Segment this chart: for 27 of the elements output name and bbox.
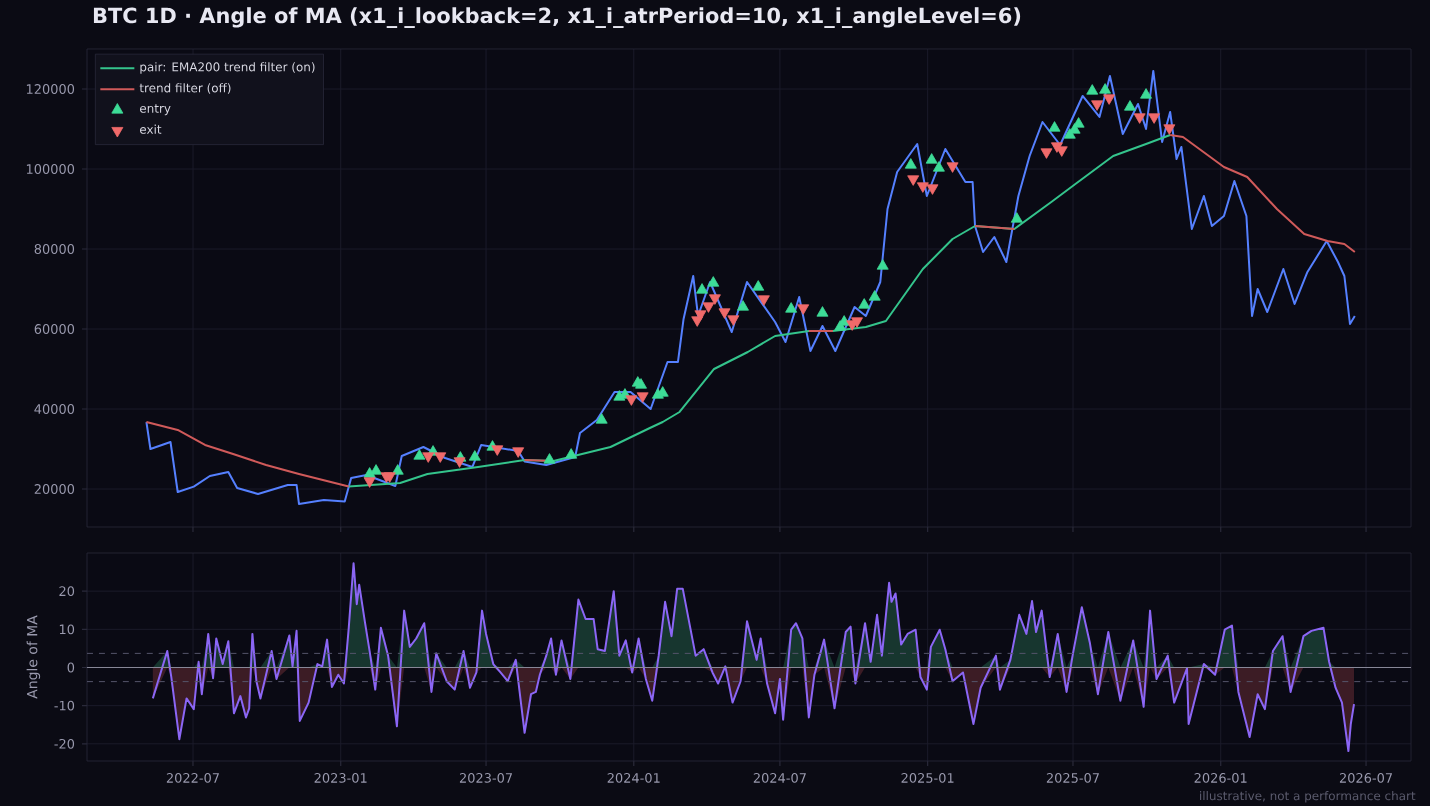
x-tick-label: 2023-07 xyxy=(459,773,512,783)
chart-title: BTC 1D · Angle of MA (x1_i_lookback=2, x1_i_atrPeriod=10, x1_i_angleLevel=6) xyxy=(93,7,1021,28)
y-axis-title: Angle of MA xyxy=(26,615,41,699)
y-tick-label: 40000 xyxy=(34,404,75,414)
y-tick-label: 60000 xyxy=(34,324,75,334)
x-tick-label: 2024-07 xyxy=(753,773,806,783)
x-tick-label: 2025-07 xyxy=(1046,773,1099,783)
legend-label: exit xyxy=(140,124,162,134)
y-tick-label: 10 xyxy=(59,624,75,635)
legend-label: trend filter (off) xyxy=(139,83,231,94)
y-tick-label: -10 xyxy=(54,700,75,711)
y-tick-label: 120000 xyxy=(26,84,75,94)
y-tick-label: 80000 xyxy=(34,244,75,254)
legend-label: entry xyxy=(140,104,171,116)
x-tick-label: 2026-07 xyxy=(1339,773,1392,783)
x-tick-label: 2025-01 xyxy=(901,773,954,783)
y-tick-label: 20000 xyxy=(34,484,75,494)
legend-label: pair: EMA200 trend filter (on) xyxy=(140,62,315,74)
text: illustrative, not a performance chart xyxy=(1200,791,1416,803)
x-tick-label: 2026-01 xyxy=(1194,773,1247,783)
y-tick-label: 20 xyxy=(59,586,75,597)
y-tick-label: 0 xyxy=(67,662,75,673)
x-tick-label: 2022-07 xyxy=(166,773,219,783)
y-tick-label: -20 xyxy=(54,738,75,749)
y-tick-label: 100000 xyxy=(26,164,75,174)
x-tick-label: 2023-01 xyxy=(314,773,367,783)
x-tick-label: 2024-01 xyxy=(607,773,660,783)
